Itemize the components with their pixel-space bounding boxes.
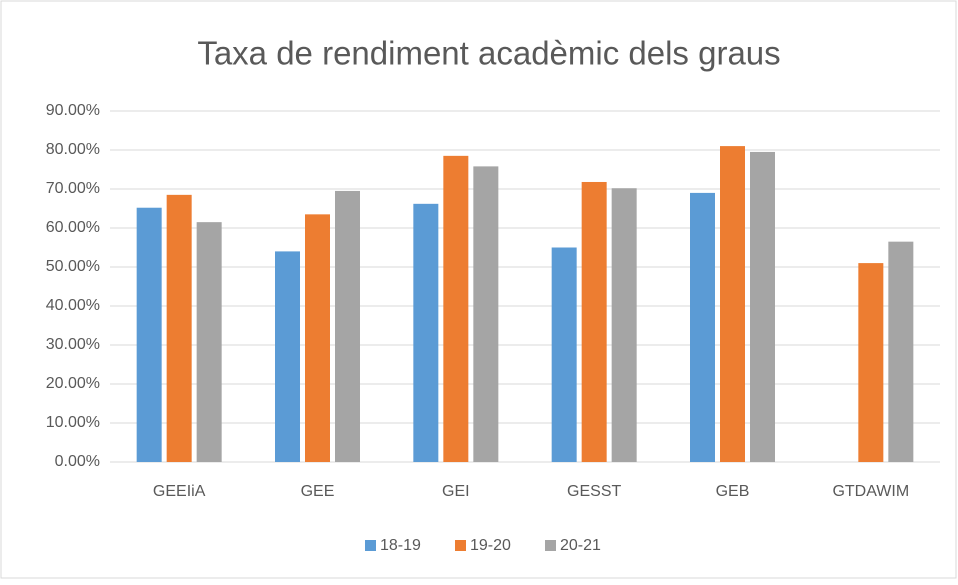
x-tick-label: GEB <box>716 483 750 500</box>
legend-label: 18-19 <box>380 537 421 554</box>
legend-swatch <box>365 540 376 551</box>
y-tick-label: 30.00% <box>46 336 100 353</box>
legend-swatch <box>455 540 466 551</box>
bar <box>196 222 222 462</box>
bar <box>335 190 360 462</box>
x-tick-label: GESST <box>567 483 621 500</box>
y-tick-label: 60.00% <box>46 219 100 236</box>
x-tick-label: GEEIiA <box>153 483 206 500</box>
y-tick-label: 40.00% <box>46 297 100 314</box>
y-tick-label: 50.00% <box>46 258 100 275</box>
bar <box>413 203 439 462</box>
y-tick-label: 80.00% <box>46 141 100 158</box>
bar <box>551 247 577 462</box>
legend-swatch <box>545 540 556 551</box>
x-tick-label: GEI <box>442 483 470 500</box>
bar <box>690 192 715 462</box>
y-tick-label: 20.00% <box>46 375 100 392</box>
x-tick-label: GEE <box>301 483 335 500</box>
bar <box>858 263 884 462</box>
bar <box>888 241 914 462</box>
bar <box>305 214 330 462</box>
y-tick-label: 70.00% <box>46 180 100 197</box>
bar <box>166 194 192 462</box>
bar <box>473 166 499 462</box>
bar <box>750 151 775 462</box>
y-tick-label: 0.00% <box>55 453 100 470</box>
y-tick-label: 90.00% <box>46 102 100 119</box>
legend-label: 19-20 <box>470 537 511 554</box>
bar <box>581 181 607 463</box>
legend-label: 20-21 <box>560 537 601 554</box>
y-tick-label: 10.00% <box>46 414 100 431</box>
bar <box>275 251 300 462</box>
bar <box>611 188 637 462</box>
chart-title: Taxa de rendiment acadèmic dels graus <box>197 35 780 72</box>
bar <box>136 207 162 462</box>
bar <box>443 155 469 462</box>
bar <box>720 146 745 462</box>
x-tick-label: GTDAWIM <box>832 483 909 500</box>
